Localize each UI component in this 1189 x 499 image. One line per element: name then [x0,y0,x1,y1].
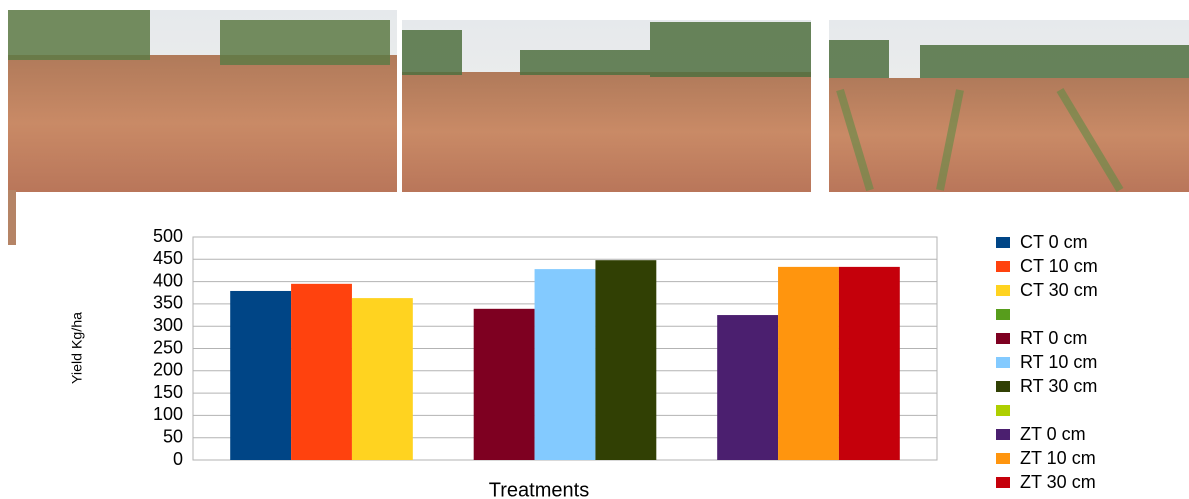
y-tick-label: 50 [163,426,183,446]
legend-swatch [996,285,1010,296]
bar [474,309,535,460]
legend-label: CT 30 cm [1020,280,1098,300]
legend-label: RT 0 cm [1020,328,1087,348]
y-tick-label: 100 [153,404,183,424]
bar [595,260,656,460]
y-axis-label: Yield Kg/ha [69,312,85,384]
y-tick-label: 250 [153,337,183,357]
legend-swatch [996,381,1010,392]
y-tick-label: 400 [153,270,183,290]
bar [717,315,778,460]
legend-label: ZT 30 cm [1020,472,1096,492]
legend-swatch [996,237,1010,248]
bar [778,267,839,460]
x-axis-label: Treatments [489,479,589,499]
y-tick-label: 200 [153,360,183,380]
legend-swatch [996,429,1010,440]
legend-swatch [996,453,1010,464]
page: Yield Kg/ha Treatments 0 50100150200 25030… [0,0,1189,499]
legend-label: ZT 10 cm [1020,448,1096,468]
bar [839,267,900,460]
legend-label: CT 10 cm [1020,256,1098,276]
legend-swatch [996,333,1010,344]
legend-swatch [996,357,1010,368]
legend-label: RT 30 cm [1020,376,1097,396]
legend-label: CT 0 cm [1020,232,1088,252]
bar [230,291,291,460]
legend-swatch [996,477,1010,488]
legend-swatch [996,309,1010,320]
y-tick-label: 0 [173,449,183,469]
y-tick-label: 350 [153,293,183,313]
legend-label: RT 10 cm [1020,352,1097,372]
y-tick-label: 300 [153,315,183,335]
bar [352,298,413,460]
y-tick-label: 500 [153,226,183,246]
y-tick-label: 150 [153,382,183,402]
legend-swatch [996,261,1010,272]
y-tick-label: 450 [153,248,183,268]
bar [535,269,596,460]
legend-label: ZT 0 cm [1020,424,1086,444]
photo [402,20,811,192]
bar [291,284,352,460]
legend-swatch [996,405,1010,416]
photo [829,20,1189,192]
photo [8,10,397,245]
